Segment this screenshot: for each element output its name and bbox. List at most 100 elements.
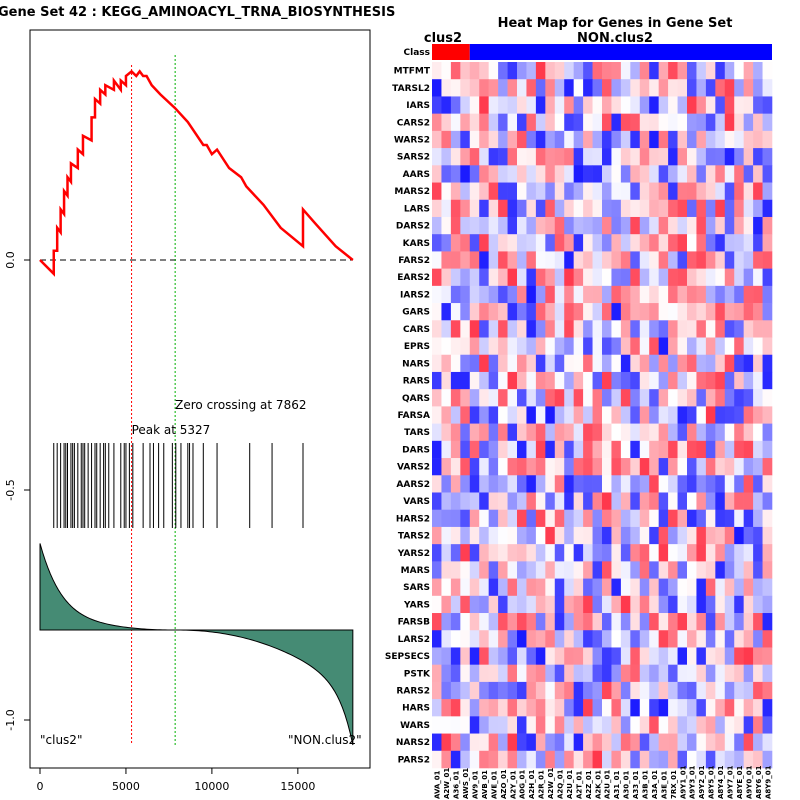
heatmap-cell xyxy=(696,613,707,631)
heatmap-cell xyxy=(441,182,452,201)
heatmap-cell xyxy=(753,216,763,235)
heatmap-cell xyxy=(535,216,546,235)
heatmap-cell xyxy=(724,320,735,338)
heatmap-cell xyxy=(649,199,659,218)
heatmap-cell xyxy=(620,337,631,356)
heatmap-cell xyxy=(611,423,622,442)
heatmap-cell xyxy=(441,96,452,114)
heatmap-cell xyxy=(488,544,499,562)
heatmap-cell xyxy=(668,664,678,683)
heatmap-cell xyxy=(715,96,726,114)
heatmap-cell xyxy=(564,733,574,752)
heatmap-cell xyxy=(479,165,489,183)
heatmap-cell xyxy=(479,199,489,218)
heatmap-cell xyxy=(517,716,527,734)
heatmap-cell xyxy=(488,613,499,631)
heatmap-cell xyxy=(602,371,612,390)
heatmap-cell xyxy=(554,578,565,597)
heatmap-cell xyxy=(649,509,659,528)
heatmap-cell xyxy=(753,371,763,390)
heatmap-cell xyxy=(460,199,471,218)
heatmap-cell xyxy=(460,526,471,545)
heatmap-cell xyxy=(573,165,584,183)
heatmap-cell xyxy=(592,733,603,752)
heatmap-cell xyxy=(705,199,716,218)
heatmap-cell xyxy=(573,320,584,338)
heatmap-cell xyxy=(639,389,650,407)
heatmap-cell xyxy=(724,544,735,562)
heatmap-cell xyxy=(469,285,480,304)
heatmap-cell xyxy=(573,716,584,734)
heatmap-cell xyxy=(583,458,593,476)
heatmap-cell xyxy=(592,509,603,528)
heatmap-cell xyxy=(564,475,574,493)
heatmap-cell xyxy=(630,664,641,683)
heatmap-cell xyxy=(432,716,442,734)
heatmap-cell xyxy=(526,320,537,338)
heatmap-cell xyxy=(611,216,622,235)
heatmap-cell xyxy=(450,423,461,442)
heatmap-cell xyxy=(432,578,442,597)
sample-label: A8YE_01 xyxy=(736,765,744,799)
heatmap-cell xyxy=(696,148,707,166)
heatmap-cell xyxy=(724,96,735,114)
gene-label: SEPSECS xyxy=(385,652,430,662)
heatmap-cell xyxy=(573,182,584,201)
heatmap-cell xyxy=(677,475,688,493)
heatmap-cell xyxy=(507,165,518,183)
heatmap-cell xyxy=(696,79,707,97)
heatmap-cell xyxy=(734,337,744,356)
heatmap-cell xyxy=(545,371,556,390)
heatmap-cell xyxy=(545,440,556,459)
gene-label: DARS2 xyxy=(396,222,430,232)
heatmap-cell xyxy=(460,647,471,665)
heatmap-cell xyxy=(441,509,452,528)
heatmap-cell xyxy=(677,578,688,597)
sample-label: A30_01 xyxy=(623,770,631,799)
heatmap-cell xyxy=(460,475,471,493)
heatmap-cell xyxy=(545,406,556,424)
sample-label: A3B_01 xyxy=(642,770,650,799)
heatmap-cell xyxy=(753,199,763,218)
heatmap-cell xyxy=(432,750,442,769)
heatmap-cell xyxy=(450,165,461,183)
heatmap-cell xyxy=(517,337,527,356)
heatmap-cell xyxy=(517,406,527,424)
heatmap-cell xyxy=(649,320,659,338)
heatmap-cell xyxy=(583,440,593,459)
heatmap-cell xyxy=(734,79,744,97)
heatmap-cell xyxy=(573,234,584,252)
heatmap-cell xyxy=(479,96,489,114)
heatmap-cell xyxy=(649,664,659,683)
gene-label: YARS xyxy=(403,600,430,610)
heatmap-cell xyxy=(611,509,622,528)
heatmap-cell xyxy=(602,647,612,665)
heatmap-cell xyxy=(762,647,773,665)
heatmap-cell xyxy=(564,716,574,734)
heatmap-cell xyxy=(696,303,707,321)
heatmap-cell xyxy=(715,199,726,218)
heatmap-cell xyxy=(488,681,499,700)
heatmap-cell xyxy=(526,750,537,769)
heatmap-cell xyxy=(611,371,622,390)
heatmap-cell xyxy=(450,526,461,545)
heatmap-cell xyxy=(668,492,678,511)
heatmap-cell xyxy=(554,406,565,424)
heatmap-cell xyxy=(460,268,471,287)
heatmap-cell xyxy=(469,165,480,183)
heatmap-cell xyxy=(620,458,631,476)
heatmap-cell xyxy=(715,440,726,459)
heatmap-cell xyxy=(507,440,518,459)
heatmap-cell xyxy=(639,234,650,252)
heatmap-cell xyxy=(753,526,763,545)
y-tick-label: -0.5 xyxy=(4,479,17,500)
heatmap-cell xyxy=(469,79,480,97)
heatmap-cell xyxy=(620,303,631,321)
heatmap-cell xyxy=(611,561,622,579)
heatmap-cell xyxy=(762,165,773,183)
heatmap-cell xyxy=(705,509,716,528)
heatmap-cell xyxy=(479,544,489,562)
heatmap-cell xyxy=(526,268,537,287)
heatmap-cell xyxy=(592,79,603,97)
heatmap-cell xyxy=(762,733,773,752)
